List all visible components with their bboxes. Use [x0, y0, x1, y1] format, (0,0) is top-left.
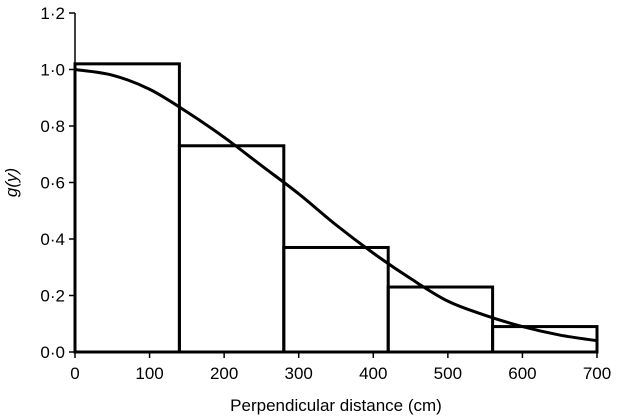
y-tick-label: 0·4 [40, 230, 65, 249]
histogram-bars [73, 62, 599, 354]
x-axis-ticks: 0 100 200 300 400 500 600 700 [70, 352, 611, 383]
y-axis-ticks: 0·0 0·2 0·4 0·6 0·8 1·0 1·2 [40, 4, 75, 362]
y-tick-label: 0·2 [40, 287, 65, 306]
x-tick-label: 300 [285, 364, 313, 383]
x-tick-label: 100 [135, 364, 163, 383]
y-tick-label: 1·2 [40, 4, 65, 23]
y-tick-label: 0·8 [40, 117, 65, 136]
y-tick-label: 0·6 [40, 174, 65, 193]
x-axis-label: Perpendicular distance (cm) [230, 396, 442, 415]
x-tick-label: 700 [583, 364, 611, 383]
x-tick-label: 0 [70, 364, 79, 383]
x-tick-label: 600 [508, 364, 536, 383]
histogram-bar [177, 144, 286, 354]
x-tick-label: 500 [434, 364, 462, 383]
y-axis-label: g(y) [2, 168, 21, 197]
fitted-curve [74, 68, 598, 343]
x-tick-label: 400 [359, 364, 387, 383]
x-tick-label: 200 [210, 364, 238, 383]
y-tick-label: 1·0 [40, 61, 65, 80]
y-tick-label: 0·0 [40, 343, 65, 362]
histogram-bar [73, 62, 181, 354]
histogram-bar [282, 245, 390, 354]
